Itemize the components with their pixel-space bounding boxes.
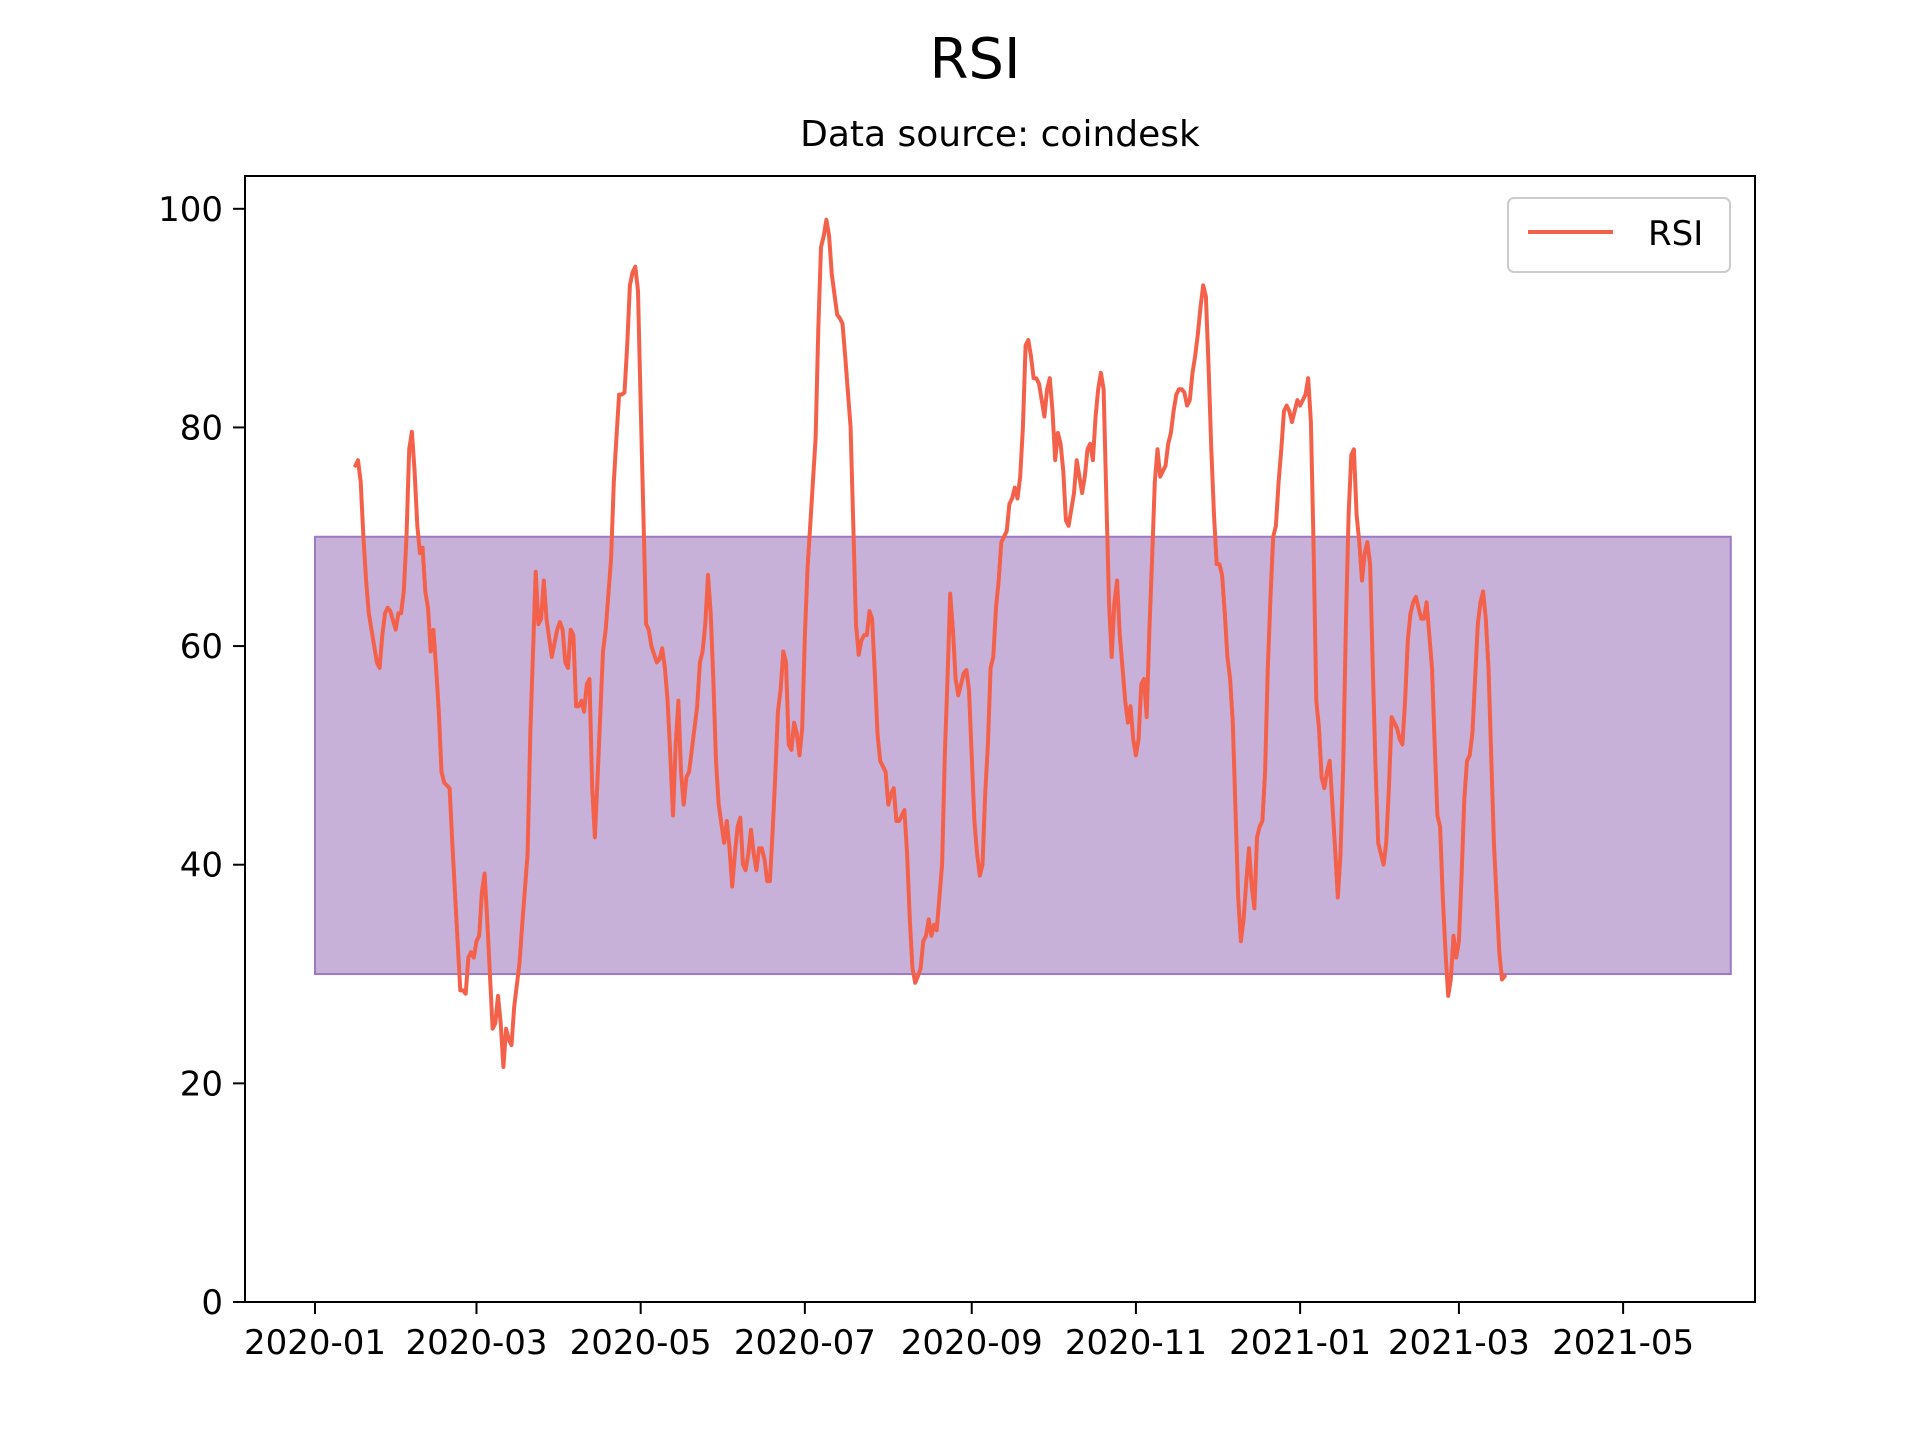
band-rect [313,535,1732,976]
x-tick-label: 2020-03 [405,1323,547,1363]
x-tick-label: 2020-01 [244,1323,386,1363]
legend-box [1507,197,1731,273]
y-tick-label: 40 [180,846,223,886]
x-tick-label: 2021-05 [1552,1323,1694,1363]
x-axis: 2020-01 2020-03 2020-05 2020-07 2020-09 2020-… [244,1302,1694,1363]
plot-frame [244,175,1756,1303]
rsi-line [353,217,1507,1069]
y-tick-label: 0 [201,1283,223,1323]
x-tick-label: 2020-11 [1065,1323,1207,1363]
x-tick-label: 2020-09 [901,1323,1043,1363]
y-tick-label: 20 [180,1064,223,1104]
x-tick-label: 2020-07 [734,1323,876,1363]
y-tick-label: 60 [180,627,223,667]
y-axis: 0 20 40 60 80 100 [158,190,245,1323]
legend-label: RSI [1648,214,1703,254]
y-tick-label: 80 [180,408,223,448]
y-tick-label: 100 [158,190,223,230]
x-tick-label: 2021-01 [1229,1323,1371,1363]
x-tick-label: 2020-05 [570,1323,712,1363]
chart-title: RSI [930,27,1021,92]
x-tick-label: 2021-03 [1388,1323,1530,1363]
chart-subtitle: Data source: coindesk [800,114,1200,155]
legend: RSI [1507,197,1731,273]
